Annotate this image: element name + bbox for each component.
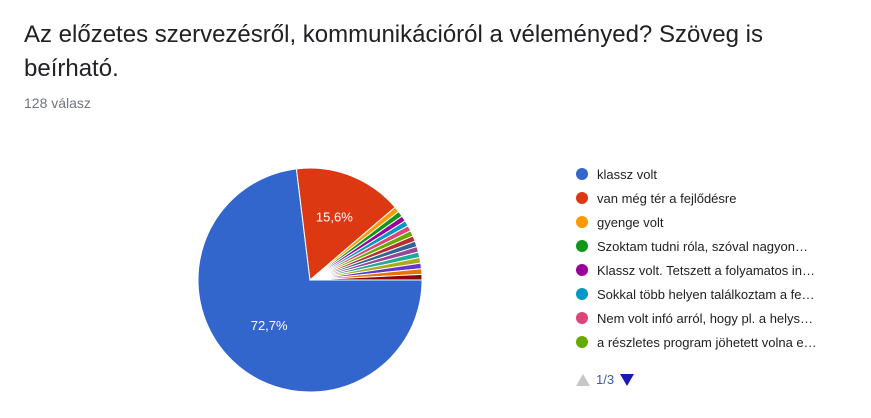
legend-label: Sokkal több helyen találkoztam a fe…	[597, 286, 815, 302]
legend-item[interactable]: Szoktam tudni róla, szóval nagyon…	[576, 234, 817, 258]
legend-color-dot	[576, 312, 588, 324]
legend-label: Szoktam tudni róla, szóval nagyon…	[597, 238, 808, 254]
legend-color-dot	[576, 240, 588, 252]
legend-color-dot	[576, 168, 588, 180]
response-count: 128 válasz	[24, 95, 91, 111]
legend-item[interactable]: a részletes program jöhetett volna e…	[576, 330, 817, 354]
chart-legend: klassz volt van még tér a fejlődésre gyeng…	[576, 162, 817, 354]
slice-data-label: 15,6%	[316, 209, 353, 224]
legend-item[interactable]: Klassz volt. Tetszett a folyamatos in…	[576, 258, 817, 282]
legend-item[interactable]: Nem volt infó arról, hogy pl. a helys…	[576, 306, 817, 330]
legend-label: Klassz volt. Tetszett a folyamatos in…	[597, 262, 815, 278]
page-indicator: 1/3	[596, 372, 615, 387]
legend-item[interactable]: van még tér a fejlődésre	[576, 186, 817, 210]
legend-label: klassz volt	[597, 166, 657, 182]
legend-color-dot	[576, 288, 588, 300]
slice-data-label: 72,7%	[251, 318, 288, 333]
legend-label: a részletes program jöhetett volna e…	[597, 334, 817, 350]
legend-color-dot	[576, 336, 588, 348]
legend-item[interactable]: Sokkal több helyen találkoztam a fe…	[576, 282, 817, 306]
legend-color-dot	[576, 192, 588, 204]
pie-slice[interactable]	[295, 167, 396, 281]
legend-item[interactable]: gyenge volt	[576, 210, 817, 234]
next-page-icon[interactable]	[620, 373, 635, 386]
pie-slice[interactable]	[309, 273, 423, 281]
legend-label: gyenge volt	[597, 214, 664, 230]
legend-color-dot	[576, 216, 588, 228]
legend-item[interactable]: klassz volt	[576, 162, 817, 186]
legend-label: Nem volt infó arról, hogy pl. a helys…	[597, 310, 814, 326]
pie-chart: 72,7% 15,6%	[197, 167, 423, 393]
question-title: Az előzetes szervezésről, kommunikációró…	[24, 21, 763, 82]
legend-color-dot	[576, 264, 588, 276]
previous-page-icon	[576, 373, 590, 386]
legend-pager: 1/3	[576, 372, 635, 387]
legend-label: van még tér a fejlődésre	[597, 190, 737, 206]
